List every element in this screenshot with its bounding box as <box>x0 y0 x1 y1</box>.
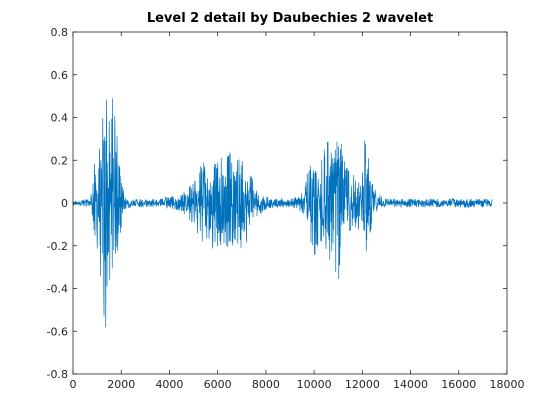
axis-ticks: 0 2000 4000 6000 8000 10000 12000 14000 16000 180… <box>47 26 525 391</box>
chart-title: Level 2 detail by Daubechies 2 wavelet <box>147 11 433 26</box>
y-tick-label: 0 <box>61 197 68 210</box>
x-tick-label: 4000 <box>155 378 183 391</box>
signal-series <box>72 98 493 328</box>
x-tick-label: 12000 <box>345 378 380 391</box>
y-tick-label: 0.2 <box>51 154 69 167</box>
y-tick-label: 0.4 <box>51 112 69 125</box>
y-tick-label: -0.6 <box>47 325 68 338</box>
y-tick-label: -0.4 <box>47 283 68 296</box>
y-tick-label: 0.8 <box>51 26 69 39</box>
x-tick-label: 8000 <box>252 378 280 391</box>
y-tick-label: -0.8 <box>47 368 68 381</box>
y-tick-label: -0.2 <box>47 240 68 253</box>
y-tick-label: 0.6 <box>51 69 69 82</box>
x-tick-label: 2000 <box>107 378 135 391</box>
x-tick-label: 14000 <box>393 378 428 391</box>
x-tick-label: 6000 <box>204 378 232 391</box>
x-tick-label: 10000 <box>297 378 332 391</box>
x-tick-label: 0 <box>70 378 77 391</box>
x-tick-label: 18000 <box>490 378 525 391</box>
signal-line <box>72 98 493 328</box>
x-tick-label: 16000 <box>441 378 476 391</box>
